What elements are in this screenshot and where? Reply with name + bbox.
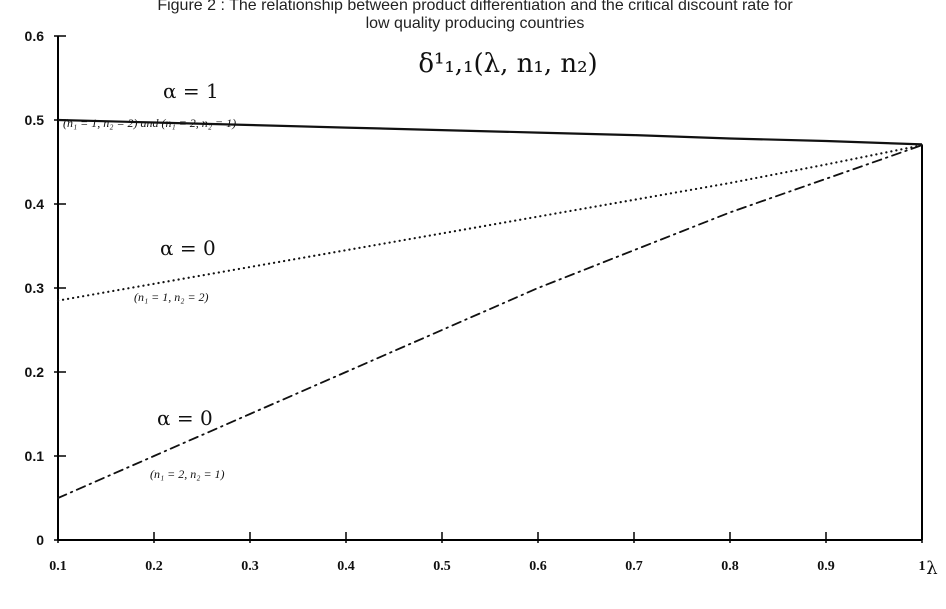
x-tick-label: 0.7 (625, 559, 643, 574)
series-label: α = 1 (163, 79, 219, 103)
x-tick-label: 0.3 (241, 559, 259, 574)
x-tick-label: 0.1 (49, 559, 67, 574)
y-tick-label: 0.4 (25, 196, 45, 212)
series-sublabel: (n₁ = 1, n₂ = 2) and (n₁ = 2, n₂ = 1) (63, 116, 236, 130)
y-tick-label: 0.5 (25, 112, 45, 128)
series-label: α = 0 (157, 406, 213, 430)
chart-title-line-1: Figure 2 : The relationship between prod… (157, 0, 793, 14)
y-tick-label: 0.3 (25, 280, 45, 296)
x-tick-label: 0.4 (337, 559, 355, 574)
series (56, 118, 924, 499)
x-tick-label: 0.5 (433, 559, 451, 574)
y-tick-label: 0.6 (25, 28, 45, 44)
series-line-alpha-0-n1-1 (56, 144, 924, 302)
series-sublabel: (n₁ = 2, n₂ = 1) (150, 467, 225, 481)
x-tick-label: 0.2 (145, 559, 163, 574)
series-annotations: α = 1 (n₁ = 1, n₂ = 2) and (n₁ = 2, n₂ = … (63, 79, 236, 481)
series-sublabel: (n₁ = 1, n₂ = 2) (134, 290, 209, 304)
y-axis-ticks: 0 0.1 0.2 0.3 0.4 0.5 0.6 (25, 28, 66, 548)
x-axis-ticks: 0.1 0.2 0.3 0.4 0.5 0.6 0.7 0.8 0.9 1 (49, 532, 926, 574)
series-line-alpha-1 (57, 118, 923, 146)
x-tick-label: 0.9 (817, 559, 835, 574)
x-tick-label: 0.6 (529, 559, 547, 574)
x-axis-label: λ (926, 558, 937, 579)
series-line-alpha-0-n1-2 (57, 144, 923, 499)
formula-label: δ¹₁,₁(λ, n₁, n₂) (418, 49, 597, 79)
series-label: α = 0 (160, 236, 216, 260)
x-tick-label: 0.8 (721, 559, 739, 574)
axes (57, 36, 923, 541)
y-tick-label: 0 (36, 532, 44, 548)
y-tick-label: 0.1 (25, 448, 45, 464)
chart-title-line-2: low quality producing countries (366, 15, 585, 32)
y-tick-label: 0.2 (25, 364, 45, 380)
chart-title: Figure 2 : The relationship between prod… (157, 0, 793, 32)
x-tick-label: 1 (919, 559, 926, 574)
